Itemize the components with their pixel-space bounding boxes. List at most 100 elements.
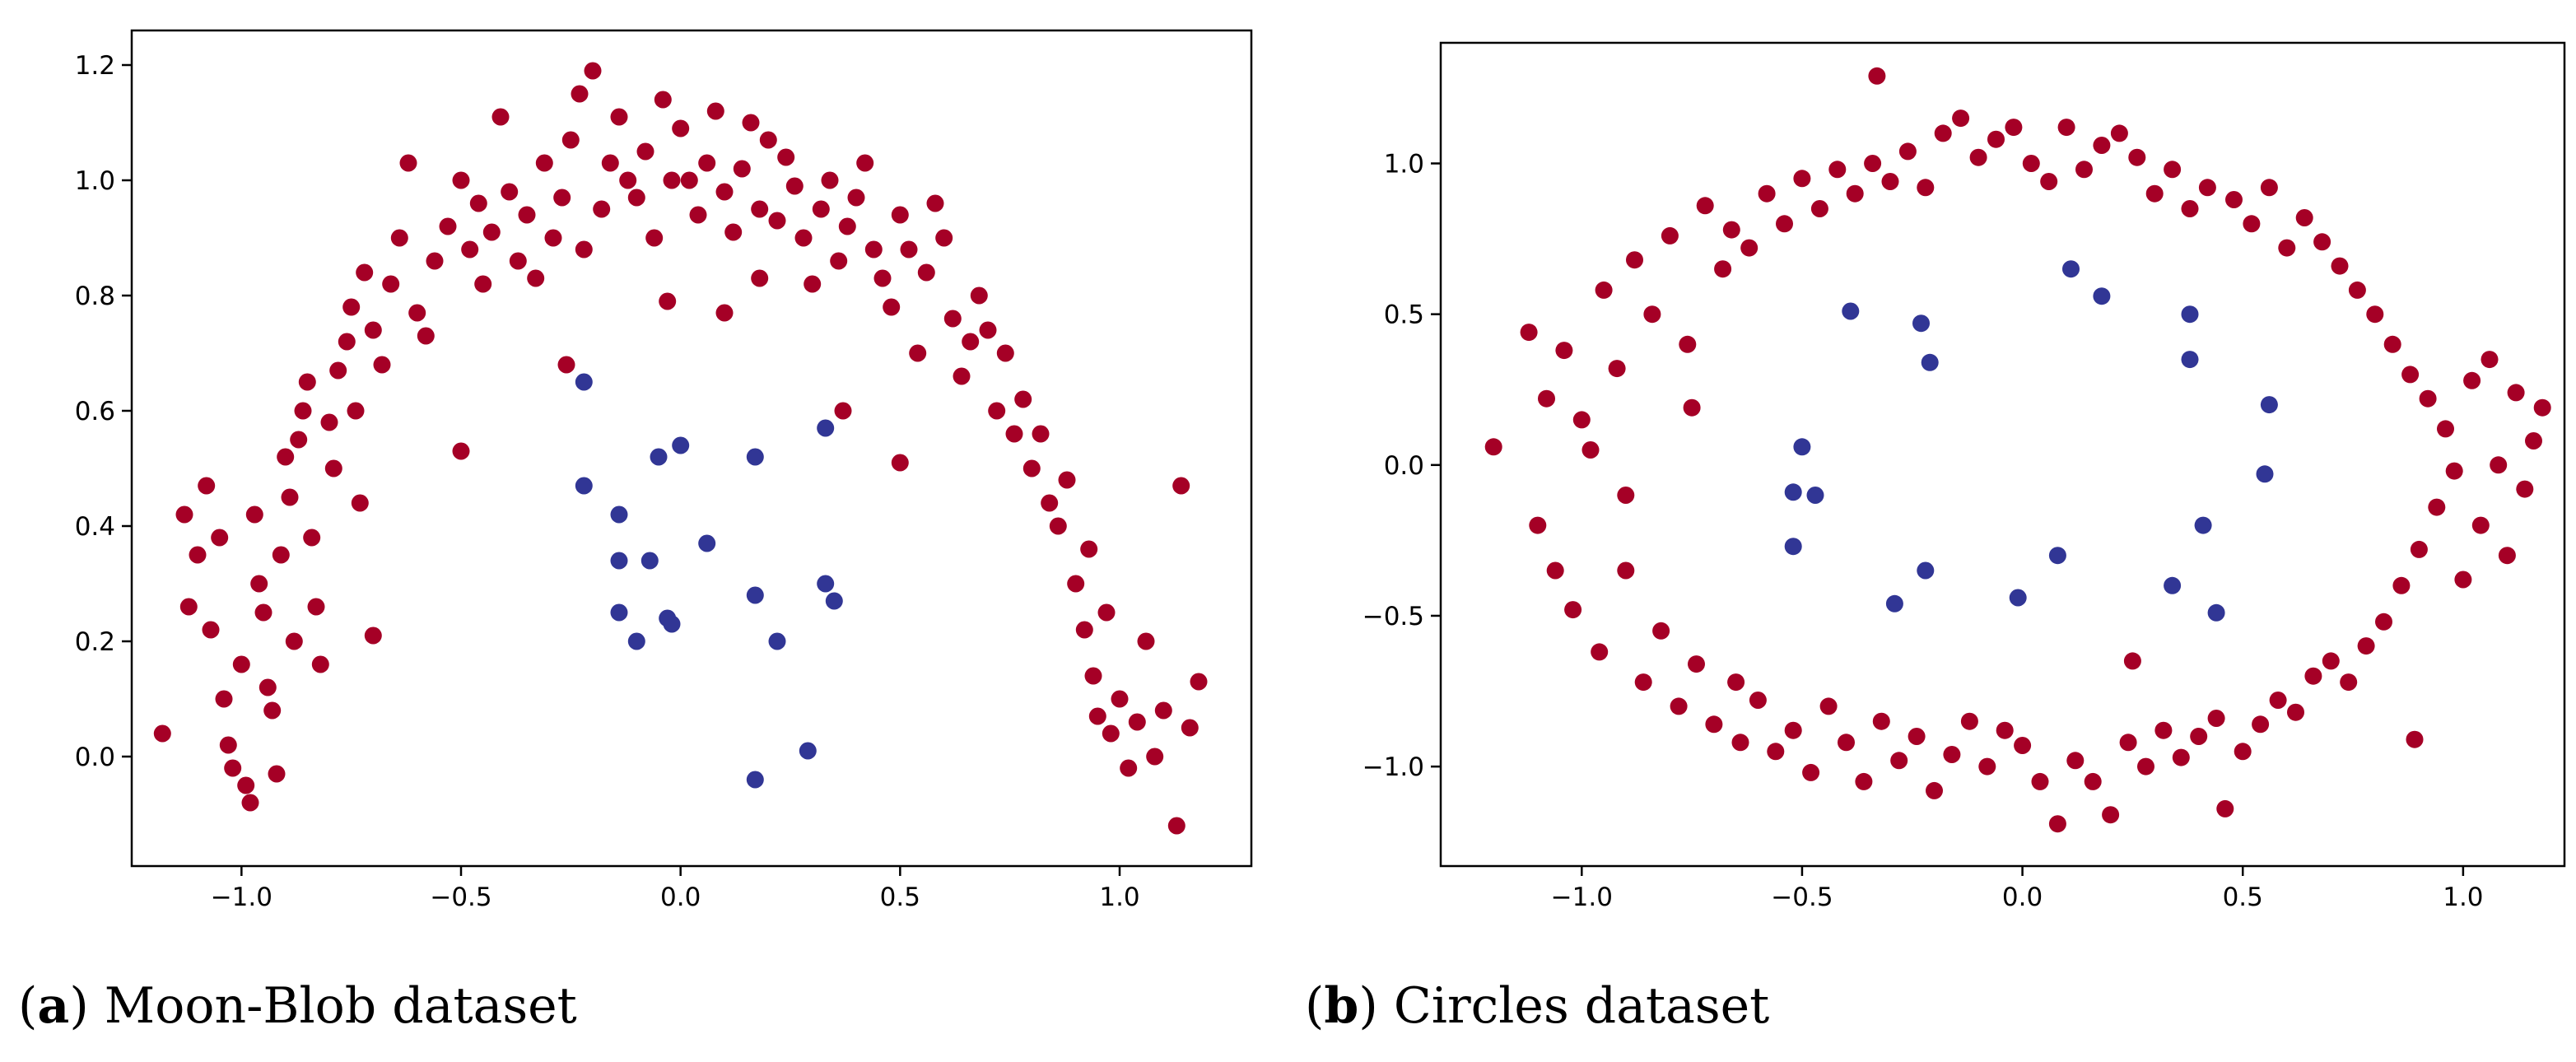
- moon-blob-majority-point-132: [1181, 719, 1199, 737]
- circles-majority-point-51: [1952, 109, 1970, 128]
- circles-minority-point-2: [1806, 487, 1824, 504]
- circles-majority-point-45: [1898, 142, 1917, 161]
- moon-blob-x-tick-label-4: 1.0: [1099, 883, 1139, 912]
- moon-blob-majority-point-108: [988, 402, 1006, 420]
- moon-blob-majority-point-40: [390, 229, 408, 247]
- circles-minority-point-11: [2062, 260, 2080, 278]
- circles-majority-point-49: [1934, 124, 1952, 142]
- moon-blob-minority-point-6: [641, 552, 659, 570]
- circles-y-tick-label-0: −1.0: [1363, 752, 1424, 782]
- moon-blob-majority-point-114: [1041, 494, 1059, 512]
- circles-minority-point-10: [2048, 547, 2066, 565]
- circles-majority-point-73: [2145, 184, 2164, 203]
- circles-majority-point-37: [1838, 734, 1855, 752]
- moon-blob-majority-point-98: [900, 240, 918, 259]
- moon-blob-majority-point-87: [804, 275, 822, 293]
- moon-blob-majority-point-138: [834, 402, 852, 420]
- moon-blob-majority-point-44: [426, 252, 444, 270]
- circles-majority-point-67: [2093, 137, 2111, 154]
- moon-blob-majority-point-121: [1088, 707, 1106, 725]
- circles-majority-point-17: [1661, 226, 1679, 245]
- circles-majority-point-41: [1868, 67, 1886, 85]
- moon-blob-majority-point-2: [179, 598, 198, 616]
- circles-majority-point-87: [2269, 692, 2287, 709]
- circles-majority-point-94: [2331, 257, 2349, 275]
- circles-majority-point-3: [1538, 389, 1555, 408]
- circles-majority-point-91: [2304, 667, 2322, 685]
- circles-majority-point-62: [2048, 815, 2066, 833]
- moon-blob-majority-point-86: [794, 229, 813, 247]
- circles-majority-point-28: [1758, 184, 1776, 203]
- moon-blob-majority-point-9: [224, 759, 242, 777]
- circles-minority-point-7: [1917, 561, 1935, 580]
- moon-blob-majority-point-25: [298, 373, 316, 391]
- circles-majority-point-16: [1652, 622, 1670, 640]
- circles-majority-point-53: [1969, 148, 1987, 166]
- moon-blob-majority-point-136: [364, 626, 382, 645]
- circles-majority-point-50: [1943, 746, 1961, 763]
- moon-blob-minority-point-11: [698, 534, 716, 552]
- moon-blob-majority-point-60: [571, 85, 589, 103]
- moon-blob-majority-point-140: [715, 304, 734, 322]
- moon-blob-majority-point-93: [856, 154, 874, 172]
- circles-y-tick-label-3: 0.5: [1384, 300, 1424, 330]
- moon-blob-majority-point-16: [259, 678, 277, 696]
- circles-majority-point-4: [1546, 561, 1564, 580]
- moon-blob-majority-point-57: [544, 229, 562, 247]
- moon-blob-majority-point-80: [742, 114, 760, 132]
- moon-blob-majority-point-67: [627, 189, 645, 207]
- circles-majority-point-9: [1591, 643, 1609, 661]
- moon-blob-majority-point-64: [601, 154, 619, 172]
- circles-minority-point-17: [2207, 603, 2225, 622]
- moon-blob-majority-point-90: [830, 252, 848, 270]
- moon-blob-majority-point-65: [610, 108, 628, 126]
- moon-blob-majority-point-102: [935, 229, 953, 247]
- moon-blob-minority-point-5: [627, 632, 645, 650]
- circles-minority-point-5: [1885, 594, 1903, 613]
- circles-majority-point-80: [2207, 710, 2225, 727]
- moon-blob-minority-point-1: [575, 477, 593, 495]
- moon-blob-majority-point-135: [452, 442, 470, 460]
- moon-blob-minority-point-15: [768, 632, 786, 650]
- circles-majority-point-15: [1643, 305, 1661, 324]
- moon-blob-majority-point-51: [491, 108, 510, 126]
- circles-majority-point-89: [2287, 703, 2304, 721]
- moon-blob-minority-point-17: [817, 419, 835, 437]
- moon-blob-majority-point-75: [698, 154, 716, 172]
- moon-blob-majority-point-19: [272, 546, 290, 564]
- circles-majority-point-38: [1846, 184, 1864, 203]
- moon-blob-majority-point-83: [768, 212, 786, 230]
- moon-blob-majority-point-104: [953, 367, 971, 385]
- moon-blob-x-tick-label-3: 0.5: [880, 883, 920, 912]
- circles-majority-point-59: [2022, 155, 2040, 172]
- circles-majority-point-85: [2252, 715, 2270, 734]
- moon-blob-y-tick-label-1: 0.2: [75, 627, 115, 657]
- moon-blob-x-tick-label-2: 0.0: [660, 883, 701, 912]
- circles-majority-point-105: [2419, 389, 2437, 408]
- circles-majority-point-24: [1722, 221, 1740, 239]
- moon-blob-majority-point-139: [891, 454, 909, 472]
- moon-blob-majority-point-11: [237, 776, 255, 794]
- circles-majority-point-60: [2031, 772, 2049, 790]
- circles-majority-point-103: [2406, 730, 2424, 748]
- circles-minority-point-12: [2093, 287, 2111, 305]
- circles-majority-point-114: [2498, 547, 2516, 565]
- circles-majority-point-66: [2084, 772, 2102, 790]
- moon-blob-majority-point-4: [198, 477, 216, 495]
- circles-minority-point-0: [1793, 438, 1811, 456]
- caption-circles-text: Circles dataset: [1394, 977, 1769, 1035]
- moon-blob-axes-frame: [130, 29, 1253, 868]
- circles-majority-point-8: [1581, 441, 1600, 459]
- moon-blob-majority-point-15: [254, 603, 273, 622]
- moon-blob-majority-point-74: [689, 206, 707, 224]
- circles-majority-point-95: [2340, 673, 2358, 692]
- moon-blob-majority-point-118: [1075, 621, 1093, 639]
- moon-blob-majority-point-126: [1128, 713, 1146, 731]
- moon-blob-majority-point-96: [883, 298, 901, 316]
- moon-blob-majority-point-115: [1049, 517, 1067, 535]
- circles-majority-point-71: [2128, 148, 2146, 166]
- moon-blob-majority-point-56: [535, 154, 553, 172]
- circles-majority-point-119: [1683, 398, 1701, 417]
- moon-blob-majority-point-50: [482, 223, 501, 241]
- circles-majority-point-27: [1749, 692, 1767, 709]
